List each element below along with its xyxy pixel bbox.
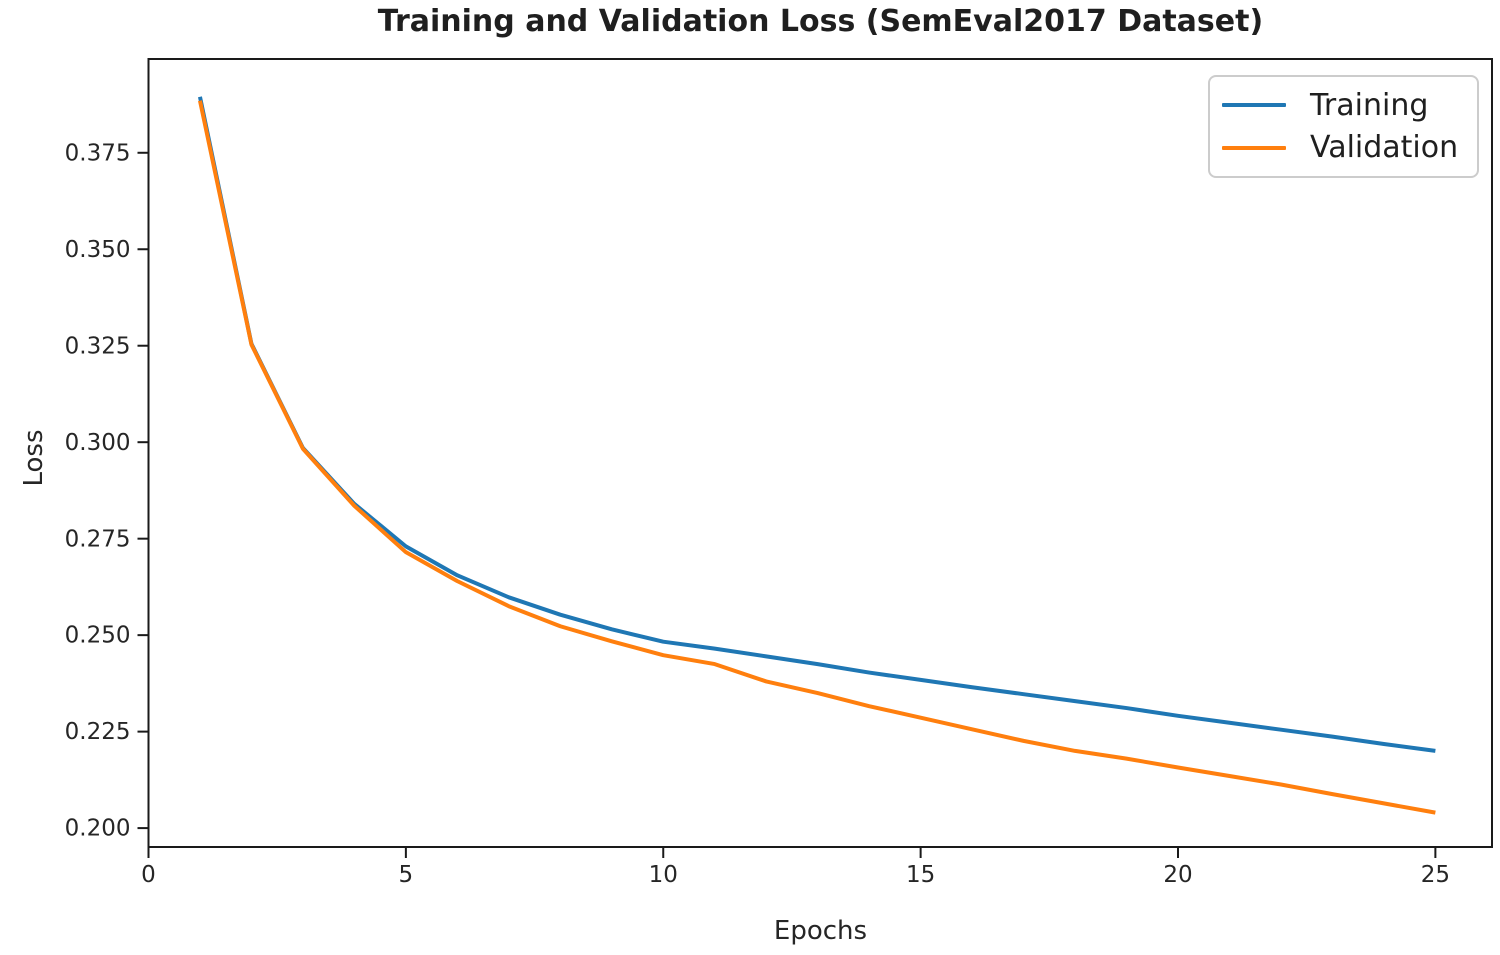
y-tick-label: 0.275 [65, 526, 131, 552]
y-tick-label: 0.200 [65, 816, 131, 842]
y-tick-label: 0.300 [65, 430, 131, 456]
y-tick-label: 0.225 [65, 719, 131, 745]
x-tick-label: 10 [649, 862, 678, 888]
plot-border [147, 58, 1493, 848]
y-tick-label: 0.375 [65, 140, 131, 166]
legend-item-validation: Validation [1222, 131, 1465, 164]
chart-title: Training and Validation Loss (SemEval201… [377, 4, 1264, 39]
validation-line [198, 100, 1436, 815]
x-tick-label: 25 [1421, 862, 1450, 888]
y-tick-label: 0.325 [65, 333, 131, 359]
x-tick-label: 20 [1163, 862, 1192, 888]
y-tick-label: 0.350 [65, 237, 131, 263]
y-tick-label: 0.250 [65, 623, 131, 649]
x-tick-label: 0 [141, 862, 156, 888]
validation-line-swatch-icon [1222, 145, 1286, 151]
training-line-swatch-icon [1222, 102, 1286, 108]
legend-label-validation: Validation [1310, 130, 1459, 166]
legend-label-training: Training [1310, 87, 1429, 123]
y-axis-label: Loss [19, 429, 49, 487]
legend-item-training: Training [1222, 89, 1465, 122]
training-line [198, 96, 1436, 753]
x-axis-label: Epochs [773, 916, 868, 946]
x-tick-label: 5 [399, 862, 414, 888]
x-tick-label: 15 [906, 862, 935, 888]
legend: Training Validation [1208, 75, 1479, 178]
